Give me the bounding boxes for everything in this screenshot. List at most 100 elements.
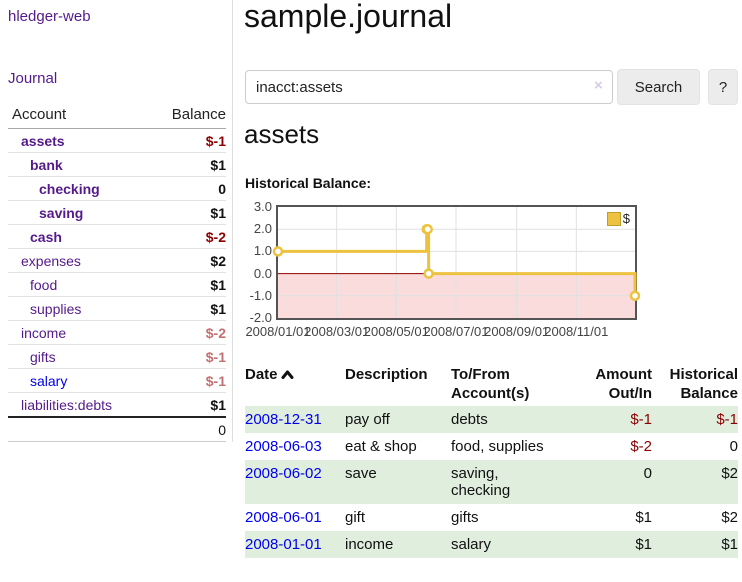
account-balance: $-1 [151, 344, 226, 369]
transaction-date-link[interactable]: 2008-06-01 [245, 509, 322, 526]
transaction-date-link[interactable]: 2008-01-01 [245, 536, 322, 553]
sidebar-account-link[interactable]: gifts [30, 349, 56, 365]
sidebar-item-journal[interactable]: Journal [8, 70, 58, 87]
sidebar-account-link[interactable]: assets [21, 133, 65, 149]
account-name-cell: food [8, 272, 152, 297]
sidebar-account-link[interactable]: cash [30, 229, 62, 245]
transaction-description: gift [345, 509, 366, 526]
y-tick-label: 1.0 [253, 243, 272, 259]
transaction-date-cell: 2008-06-03 [245, 433, 345, 460]
transactions-table: Date Description To/From Account(s) Amou… [245, 362, 738, 558]
x-tick-label: 2008/09/01 [484, 324, 550, 339]
sidebar-account-link[interactable]: liabilities:debts [21, 397, 113, 413]
transaction-date-cell: 2008-06-02 [245, 460, 345, 504]
col-header-date[interactable]: Date [245, 362, 345, 406]
account-name-cell: liabilities:debts [8, 392, 152, 418]
account-row: liabilities:debts $1 [8, 392, 226, 418]
legend-label: $ [622, 211, 630, 226]
transaction-balance: $2 [721, 465, 738, 482]
sidebar-account-link[interactable]: salary [30, 373, 68, 389]
transaction-amount: $1 [635, 536, 652, 553]
transaction-accounts: food, supplies [451, 438, 544, 455]
sidebar: hledger-web Journal Account Balance asse… [0, 0, 233, 442]
brand-link[interactable]: hledger-web [8, 8, 91, 25]
account-row: expenses $2 [8, 248, 226, 273]
page-title: sample.journal [244, 0, 453, 34]
accounts-total-row: 0 [8, 416, 226, 442]
sidebar-account-link[interactable]: food [30, 277, 58, 293]
account-balance: $-2 [151, 320, 226, 345]
x-tick-label: 2008/11/01 [544, 324, 609, 339]
sidebar-account-link[interactable]: bank [30, 157, 63, 173]
sidebar-account-link[interactable]: supplies [30, 301, 82, 317]
search-button[interactable]: Search [617, 69, 700, 105]
transaction-row: 2008-01-01 income salary $1 $1 [245, 531, 738, 558]
historical-balance-label: Historical Balance: [245, 175, 372, 191]
balance-column-header: Balance [151, 103, 226, 129]
transaction-date-link[interactable]: 2008-06-02 [245, 465, 322, 482]
account-row: salary $-1 [8, 368, 226, 393]
col-header-accounts: To/From Account(s) [451, 366, 530, 402]
account-name-cell: checking [8, 176, 152, 201]
transaction-date-link[interactable]: 2008-12-31 [245, 411, 322, 428]
transaction-balance: $2 [721, 509, 738, 526]
account-balance: 0 [151, 176, 226, 201]
account-name-cell: salary [8, 368, 152, 393]
clear-search-icon[interactable]: × [594, 77, 603, 94]
account-balance: $2 [151, 248, 226, 273]
account-row: checking 0 [8, 176, 226, 201]
balance-chart: $ [272, 205, 641, 320]
x-tick-label: 2008/05/01 [363, 324, 429, 339]
help-button[interactable]: ? [708, 69, 738, 105]
transaction-accounts: saving, checking [451, 465, 511, 499]
transaction-date-cell: 2008-06-01 [245, 504, 345, 531]
transaction-amount: $1 [635, 509, 652, 526]
account-row: supplies $1 [8, 296, 226, 321]
transaction-row: 2008-06-03 eat & shop food, supplies $-2 0 [245, 433, 738, 460]
account-row: food $1 [8, 272, 226, 297]
x-tick-label: 2008/01/01 [245, 324, 311, 339]
transaction-date-link[interactable]: 2008-06-03 [245, 438, 322, 455]
account-balance: $-1 [151, 368, 226, 393]
x-tick-label: 2008/03/01 [304, 324, 370, 339]
chart-canvas [272, 207, 641, 318]
sidebar-account-link[interactable]: saving [39, 205, 84, 221]
sidebar-account-link[interactable]: income [21, 325, 67, 341]
account-row: saving $1 [8, 200, 226, 225]
legend-swatch-icon [606, 211, 621, 226]
transaction-balance: 0 [729, 438, 738, 455]
transaction-amount: $-2 [630, 438, 652, 455]
transaction-row: 2008-06-02 save saving, checking 0 $2 [245, 460, 738, 504]
transaction-description: save [345, 465, 377, 482]
sort-ascending-icon [281, 366, 294, 385]
transaction-description: income [345, 536, 394, 553]
transaction-date-cell: 2008-12-31 [245, 406, 345, 433]
search-input[interactable] [245, 70, 613, 104]
account-name-cell: saving [8, 200, 152, 225]
transaction-accounts: gifts [451, 509, 479, 526]
chart-legend: $ [606, 211, 630, 226]
account-balance: $1 [151, 152, 226, 177]
x-tick-label: 2008/07/01 [423, 324, 489, 339]
account-balance: $1 [151, 272, 226, 297]
account-heading: assets [244, 119, 320, 149]
account-row: income $-2 [8, 320, 226, 345]
col-header-amount: Amount Out/In [595, 366, 652, 402]
account-name-cell: assets [8, 128, 152, 153]
sidebar-account-link[interactable]: checking [39, 181, 100, 197]
transaction-accounts: debts [451, 411, 488, 428]
account-row: assets $-1 [8, 128, 226, 153]
account-balance: $1 [151, 296, 226, 321]
sidebar-account-link[interactable]: expenses [21, 253, 81, 269]
transaction-balance: $1 [721, 536, 738, 553]
date-header-label: Date [245, 366, 278, 383]
accounts-table-header-row: Account Balance [8, 103, 226, 129]
accounts-table: Account Balance assets $-1 bank $1 checking 0… [8, 103, 226, 442]
account-name-cell: expenses [8, 248, 152, 273]
transaction-row: 2008-12-31 pay off debts $-1 $-1 [245, 406, 738, 433]
transaction-balance: $-1 [716, 411, 738, 428]
account-name-cell: gifts [8, 344, 152, 369]
transaction-description: eat & shop [345, 438, 417, 455]
y-tick-label: -2.0 [249, 310, 272, 325]
